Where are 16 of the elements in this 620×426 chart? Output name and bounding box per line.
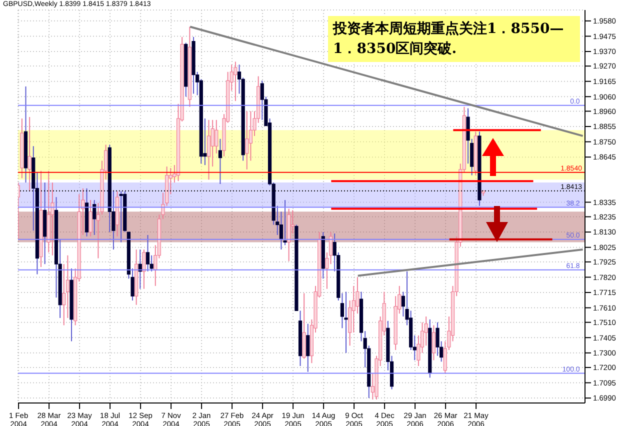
candlestick bbox=[206, 119, 211, 180]
candlestick bbox=[214, 119, 218, 154]
candlestick bbox=[432, 324, 436, 361]
candlestick bbox=[283, 200, 287, 246]
candlestick bbox=[306, 323, 310, 372]
candlestick bbox=[142, 249, 146, 290]
candlestick bbox=[218, 138, 222, 185]
candlestick bbox=[234, 61, 238, 102]
candlestick bbox=[119, 190, 123, 243]
annotation: 投资者本周短期重点关注1．8550— 1．8350区间突破. bbox=[328, 16, 580, 62]
candlestick bbox=[28, 116, 32, 192]
candlestick bbox=[344, 291, 348, 354]
candlestick bbox=[88, 200, 92, 237]
candlestick bbox=[146, 234, 150, 272]
candlestick bbox=[92, 200, 96, 236]
candlestick bbox=[245, 110, 249, 170]
